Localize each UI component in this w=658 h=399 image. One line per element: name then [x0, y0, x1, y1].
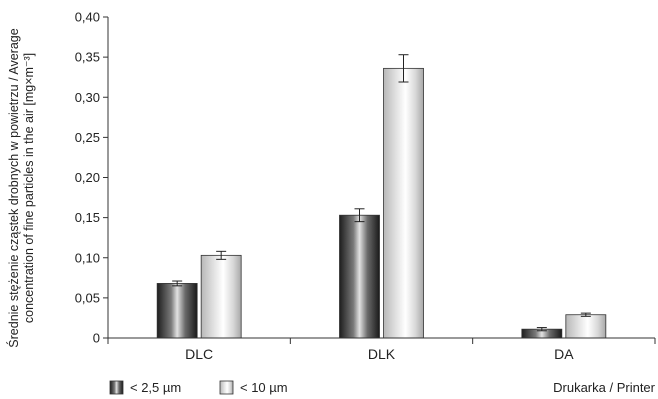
y-tick-label: 0,25 — [75, 130, 100, 145]
x-axis-title: Drukarka / Printer — [553, 380, 656, 395]
bar-pm10-dlk — [383, 67, 424, 339]
category-label-dlk: DLK — [368, 346, 396, 362]
legend-label-pm25: < 2,5 µm — [130, 380, 181, 395]
category-labels: DLC DLK DA — [185, 346, 574, 362]
x-axis-ticks — [107, 338, 656, 344]
bar-pm10-da — [565, 314, 607, 339]
y-axis-title: Średnie stężenie cząstek drobnych w powi… — [6, 28, 36, 347]
y-tick-label: 0,35 — [75, 50, 100, 65]
y-tick-label: 0,15 — [75, 210, 100, 225]
bar-series — [156, 67, 607, 339]
category-label-da: DA — [554, 346, 574, 362]
bar-pm10-dlc — [200, 254, 242, 339]
error-bars — [172, 54, 591, 332]
bar-pm25-dlc — [156, 283, 198, 339]
y-axis-title-line-2: concentration of fine particles in the a… — [22, 53, 36, 323]
category-label-dlc: DLC — [185, 346, 213, 362]
y-tick-label: 0,20 — [75, 170, 100, 185]
y-axis-title-line-1: Średnie stężenie cząstek drobnych w powi… — [6, 28, 21, 347]
y-axis-ticks: 0 0,05 0,10 0,15 0,20 0,25 0,30 0,35 0,40 — [75, 10, 108, 346]
legend-label-pm10: < 10 µm — [240, 380, 288, 395]
legend-swatch-pm10 — [219, 380, 234, 395]
legend-swatch-pm25 — [109, 380, 124, 395]
y-tick-label: 0,30 — [75, 90, 100, 105]
legend: < 2,5 µm < 10 µm — [109, 380, 288, 395]
bar-pm25-dlk — [339, 214, 380, 339]
y-tick-label: 0 — [93, 331, 100, 346]
y-tick-label: 0,05 — [75, 290, 100, 305]
y-tick-label: 0,10 — [75, 250, 100, 265]
y-tick-label: 0,40 — [75, 10, 100, 25]
